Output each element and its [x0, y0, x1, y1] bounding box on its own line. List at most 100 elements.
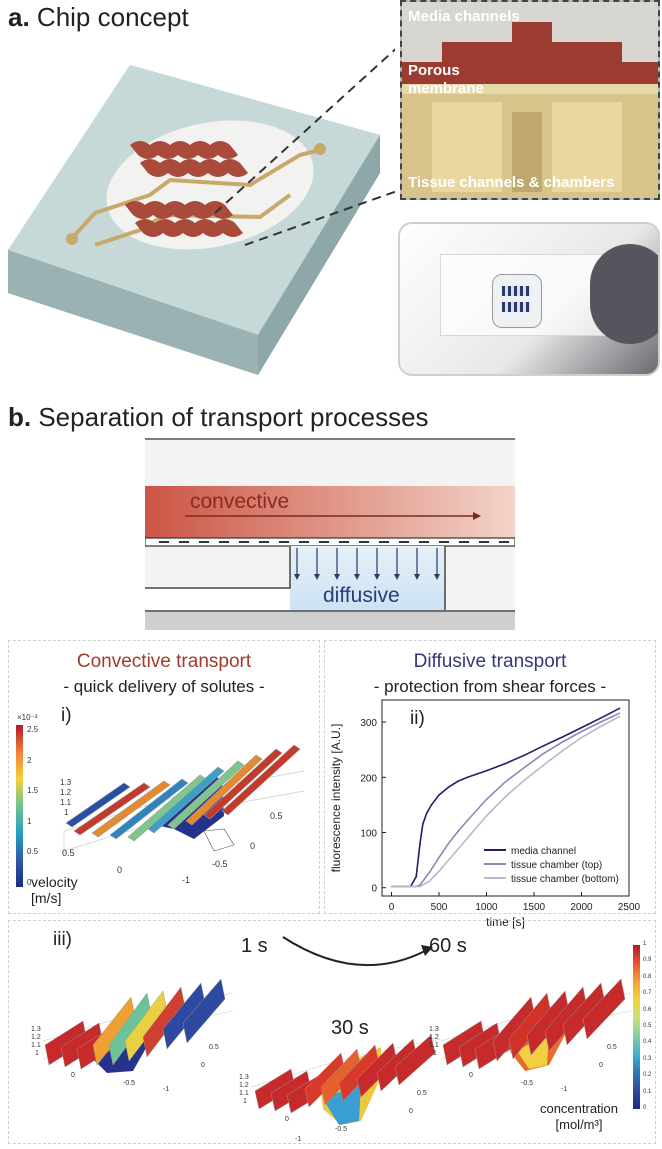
- svg-text:1.1: 1.1: [31, 1042, 41, 1049]
- chip-photo: [398, 222, 660, 376]
- svg-text:1.2: 1.2: [429, 1034, 439, 1041]
- panel-ii-label: ii): [410, 708, 425, 729]
- series-0-point: [618, 707, 621, 710]
- velocity-colorbar-exponent: ×10⁻³: [17, 713, 38, 722]
- svg-text:-0.5: -0.5: [521, 1080, 533, 1087]
- diffusive-panel-subtitle: - protection from shear forces -: [373, 677, 607, 696]
- svg-text:-0.5: -0.5: [123, 1080, 135, 1087]
- series-2-point: [447, 859, 450, 861]
- transport-schematic: convective diffusive: [145, 438, 515, 630]
- velocity-axis-left-1: 0: [117, 865, 122, 875]
- velocity-field-plot: 0.5 0 -0.5 0.5 0 -1 1.3 1.2 1.1 1: [60, 744, 305, 885]
- svg-text:1.2: 1.2: [31, 1034, 41, 1041]
- legend-label-0: media channel: [511, 846, 576, 857]
- tissue-channels-label: Tissue channels & chambers: [408, 174, 615, 191]
- convective-label: convective: [190, 490, 289, 513]
- series-2-point: [523, 779, 526, 781]
- series-0-point: [422, 823, 424, 826]
- plot-frame: [381, 699, 630, 897]
- y-axis-label: fluorescence intensity [A.U.]: [329, 724, 343, 873]
- diffusive-panel-title: Diffusive transport: [413, 651, 567, 672]
- concentration-legend-label: concentration [mol/m³]: [539, 1101, 619, 1132]
- series-1-point: [561, 741, 564, 743]
- series-2-point: [580, 736, 583, 739]
- series-0-point: [485, 769, 488, 772]
- panel-iii-label: iii): [53, 929, 72, 950]
- section-a-title: a. Chip concept: [8, 2, 189, 32]
- svg-text:0.5: 0.5: [607, 1044, 617, 1051]
- svg-text:0: 0: [201, 1062, 205, 1069]
- velocity-axis-left-2: -1: [182, 875, 190, 885]
- time-arrow: [282, 936, 433, 967]
- svg-text:-1: -1: [163, 1086, 169, 1091]
- series-1-point: [485, 798, 488, 801]
- velocity-z-1: 1.2: [60, 788, 72, 797]
- svg-text:-1: -1: [295, 1136, 301, 1143]
- velocity-axis-right-1: 0: [250, 841, 255, 851]
- y-tick-label: 100: [360, 829, 377, 840]
- svg-text:1.2: 1.2: [239, 1082, 249, 1089]
- gloved-hand: [590, 244, 658, 344]
- series-2-point: [428, 880, 431, 882]
- media-channels-label: Media channels: [408, 8, 520, 25]
- legend-label-2: tissue chamber (bottom): [511, 874, 619, 885]
- series-1-point: [457, 830, 459, 833]
- svg-text:1.3: 1.3: [429, 1026, 439, 1033]
- svg-text:0: 0: [285, 1116, 289, 1123]
- svg-text:0: 0: [469, 1072, 473, 1079]
- x-tick-label: 2500: [618, 902, 641, 913]
- convective-panel-subtitle: - quick delivery of solutes -: [63, 677, 265, 696]
- x-tick-label: 0: [389, 902, 395, 913]
- series-2-point: [419, 885, 421, 888]
- velocity-axis-right-0: 0.5: [270, 811, 283, 821]
- series-2-point: [466, 837, 469, 839]
- y-tick-label: 0: [371, 884, 377, 895]
- x-tick-label: 2000: [570, 902, 593, 913]
- series-1-point: [542, 752, 545, 755]
- time-1s-label: 1 s: [241, 935, 268, 957]
- series-1-point: [447, 842, 450, 845]
- svg-text:-0.5: -0.5: [335, 1126, 347, 1133]
- x-tick-label: 500: [431, 902, 448, 913]
- diffusive-label: diffusive: [323, 584, 400, 607]
- y-tick-label: 300: [360, 718, 377, 729]
- time-30s-label: 30 s: [331, 1017, 369, 1039]
- svg-text:0: 0: [599, 1062, 603, 1069]
- series-0-point: [542, 745, 545, 747]
- svg-text:0.5: 0.5: [209, 1044, 219, 1051]
- series-0-point: [523, 754, 526, 757]
- series-2-point: [561, 749, 564, 752]
- svg-text:1: 1: [35, 1050, 39, 1057]
- convective-panel-title: Convective transport: [76, 651, 252, 672]
- series-0-point: [425, 812, 428, 814]
- cross-section-inset: Media channels Porous membrane Tissue ch…: [400, 0, 660, 200]
- series-0-point: [447, 786, 450, 789]
- svg-text:0: 0: [409, 1108, 413, 1115]
- concentration-panel: iii) 1 s 30 s 60 s 1.3 1.2 1.1 1 0.5 0 0…: [8, 920, 656, 1144]
- series-1-point: [419, 884, 421, 886]
- svg-text:1.1: 1.1: [429, 1042, 439, 1049]
- series-0-point: [438, 794, 440, 796]
- series-1-point: [523, 766, 526, 769]
- series-1-point: [580, 730, 583, 733]
- series-0-point: [599, 717, 602, 720]
- series-0-point: [580, 726, 583, 729]
- velocity-axis-right-2: -0.5: [212, 859, 228, 869]
- concentration-30s-plot: 1.3 1.2 1.1 1 0.5 0 0 -0.5 -1: [239, 1034, 442, 1143]
- series-0-point: [476, 773, 478, 775]
- series-0-point: [504, 762, 507, 765]
- series-1-point: [428, 871, 431, 874]
- x-tick-label: 1000: [475, 902, 498, 913]
- svg-text:1.3: 1.3: [31, 1026, 41, 1033]
- svg-text:-1: -1: [561, 1086, 567, 1091]
- svg-text:0: 0: [71, 1072, 75, 1079]
- series-2-point: [438, 870, 440, 872]
- section-b-title: b. Separation of transport processes: [8, 402, 429, 432]
- velocity-colorbar-ticks: 2.5 2 1.5 1 0.5 0: [27, 725, 39, 887]
- legend-label-1: tissue chamber (top): [511, 860, 602, 871]
- x-axis-label: time [s]: [486, 915, 525, 929]
- convective-panel: Convective transport - quick delivery of…: [8, 640, 320, 914]
- svg-text:1.1: 1.1: [239, 1090, 249, 1097]
- series-0-point: [419, 842, 421, 845]
- velocity-z-0: 1.3: [60, 778, 72, 787]
